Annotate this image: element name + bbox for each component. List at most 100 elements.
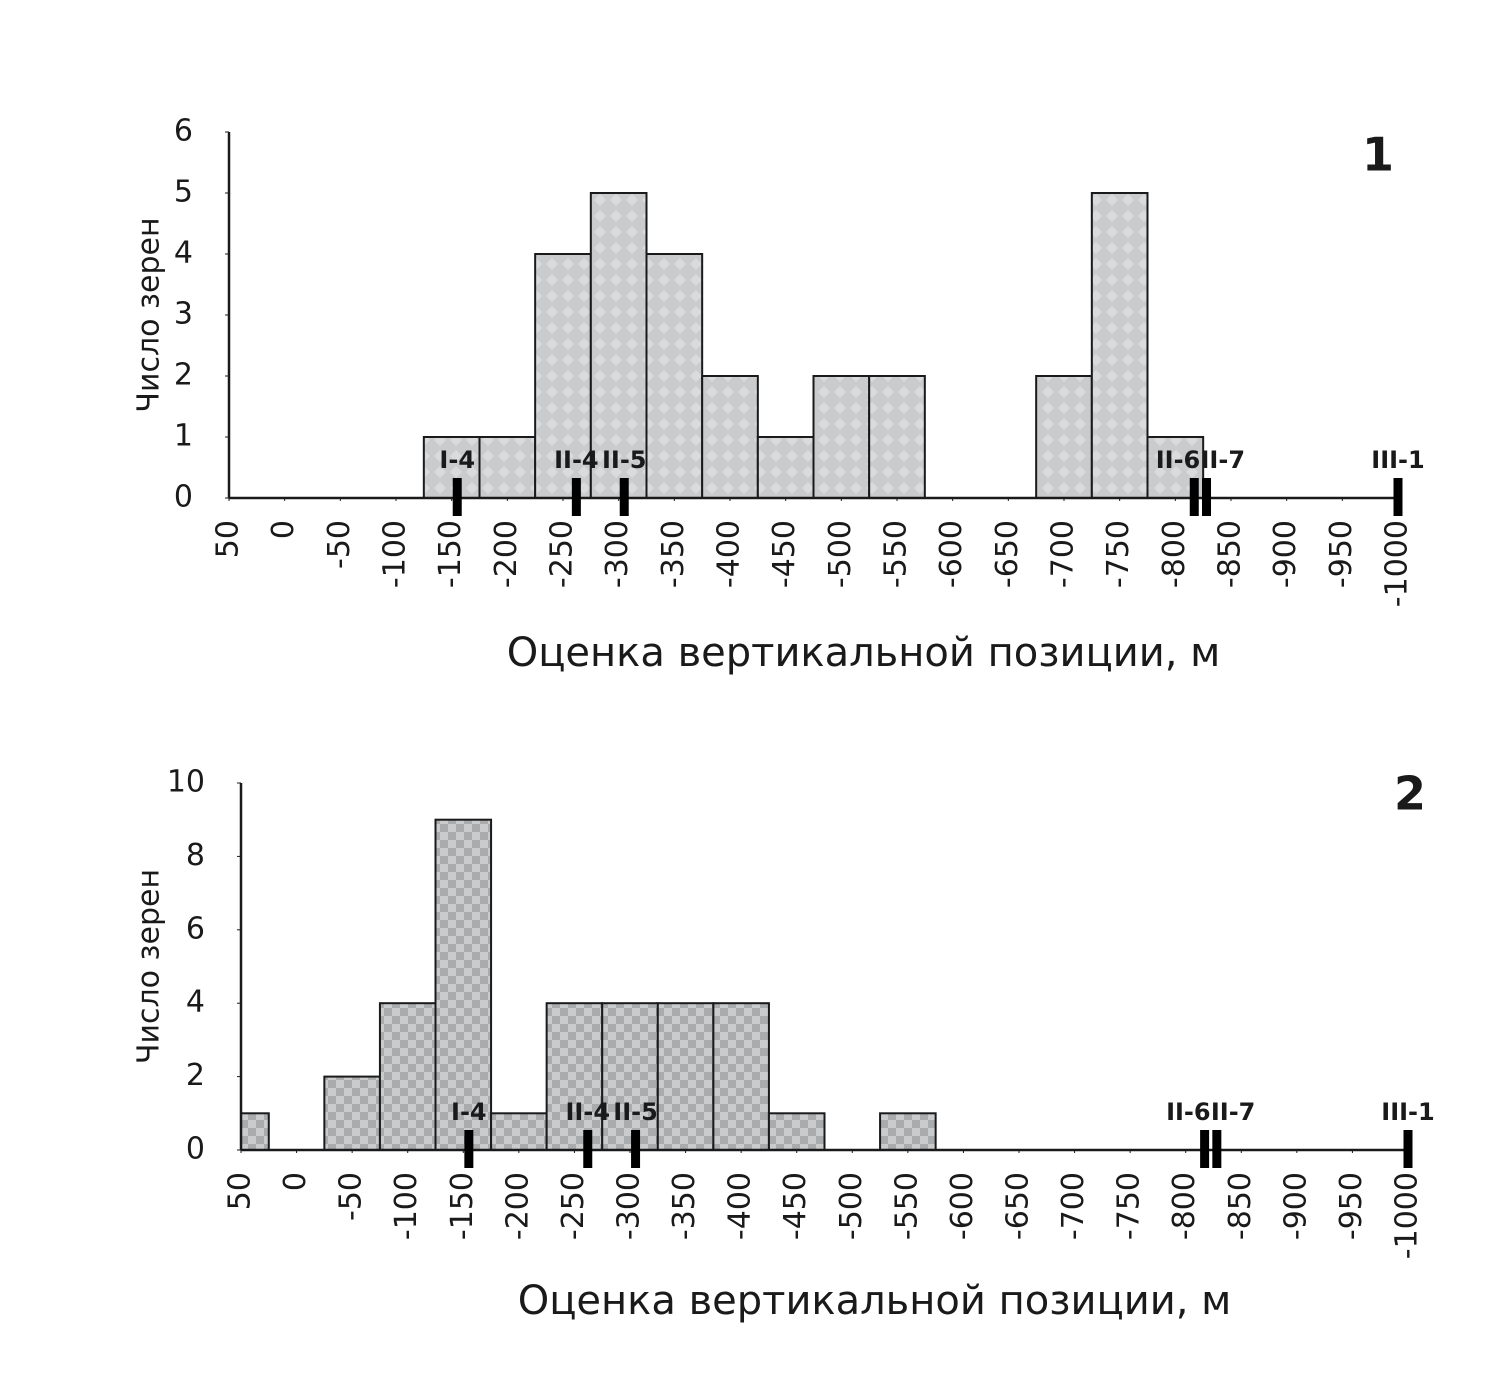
bar bbox=[656, 1002, 715, 1150]
x-tick-label: -450 bbox=[778, 1172, 813, 1240]
bar bbox=[1090, 192, 1149, 498]
marker-label: II-4 bbox=[566, 1098, 611, 1126]
x-tick-label: -600 bbox=[934, 520, 969, 588]
bar bbox=[812, 375, 871, 498]
x-tick-label: -250 bbox=[545, 520, 580, 588]
marker bbox=[571, 478, 581, 516]
panel-label: 1 bbox=[1362, 128, 1394, 182]
marker bbox=[631, 1130, 641, 1168]
y-axis-title: Число зерен bbox=[132, 217, 167, 412]
bar bbox=[378, 1002, 437, 1150]
x-tick-label: -800 bbox=[1157, 520, 1192, 588]
marker-label: I-4 bbox=[451, 1098, 487, 1126]
bar bbox=[589, 192, 648, 498]
x-tick-label: -300 bbox=[600, 520, 635, 588]
x-tick-label: 50 bbox=[223, 1172, 258, 1210]
x-tick-label: -850 bbox=[1213, 520, 1248, 588]
x-tick-label: -200 bbox=[500, 1172, 535, 1240]
bar bbox=[434, 818, 493, 1150]
x-tick-label: 0 bbox=[266, 520, 301, 539]
bar bbox=[534, 253, 592, 498]
y-tick-label: 2 bbox=[186, 1058, 205, 1093]
x-tick-label: -650 bbox=[990, 520, 1025, 588]
x-tick-label: -500 bbox=[823, 520, 858, 588]
x-tick-label: -400 bbox=[712, 520, 747, 588]
marker-label: II-5 bbox=[602, 446, 647, 474]
y-tick-label: 3 bbox=[174, 297, 193, 332]
x-tick-label: -50 bbox=[334, 1172, 369, 1221]
bar bbox=[490, 1112, 548, 1150]
y-tick-label: 1 bbox=[174, 419, 193, 454]
marker-label: II-6 bbox=[1156, 446, 1201, 474]
y-tick-label: 4 bbox=[174, 236, 193, 271]
x-tick-label: -450 bbox=[767, 520, 802, 588]
x-tick-label: -950 bbox=[1324, 520, 1359, 588]
marker bbox=[1212, 1130, 1222, 1168]
y-tick-label: 0 bbox=[174, 480, 193, 515]
marker-label: II-5 bbox=[613, 1098, 658, 1126]
bar bbox=[241, 1112, 270, 1150]
x-tick-label: -900 bbox=[1268, 520, 1303, 588]
x-tick-label: -750 bbox=[1112, 1172, 1147, 1240]
x-tick-label: -250 bbox=[556, 1172, 591, 1240]
x-tick-label: -550 bbox=[889, 1172, 924, 1240]
x-tick-label: -500 bbox=[834, 1172, 869, 1240]
x-tick-label: -300 bbox=[612, 1172, 647, 1240]
x-tick-label: -400 bbox=[723, 1172, 758, 1240]
bar bbox=[545, 1002, 604, 1150]
marker bbox=[1200, 1130, 1210, 1168]
y-tick-label: 10 bbox=[167, 765, 205, 800]
y-tick-label: 2 bbox=[174, 358, 193, 393]
marker-label: III-1 bbox=[1381, 1098, 1434, 1126]
y-tick-label: 6 bbox=[174, 114, 193, 149]
bar bbox=[879, 1112, 937, 1150]
bar bbox=[601, 1002, 659, 1150]
marker-label: II-6 bbox=[1166, 1098, 1211, 1126]
x-tick-label: -200 bbox=[489, 520, 524, 588]
x-tick-label: -150 bbox=[433, 520, 468, 588]
y-tick-label: 4 bbox=[186, 985, 205, 1020]
x-tick-label: -150 bbox=[445, 1172, 480, 1240]
y-axis-title: Число зерен bbox=[132, 869, 167, 1064]
marker-label: II-4 bbox=[554, 446, 599, 474]
y-tick-label: 6 bbox=[186, 911, 205, 946]
bars bbox=[241, 818, 937, 1150]
x-tick-label: -550 bbox=[879, 520, 914, 588]
bar bbox=[767, 1112, 826, 1150]
y-tick-label: 5 bbox=[174, 175, 193, 210]
bar bbox=[478, 436, 537, 498]
marker bbox=[1403, 1130, 1413, 1168]
marker-label: II-7 bbox=[1211, 1098, 1256, 1126]
marker bbox=[1393, 478, 1403, 516]
x-tick-label: -650 bbox=[1001, 1172, 1036, 1240]
bar bbox=[701, 375, 759, 498]
marker-label: I-4 bbox=[439, 446, 475, 474]
bar bbox=[422, 436, 481, 498]
x-tick-label: -750 bbox=[1101, 520, 1136, 588]
x-tick-label: -50 bbox=[322, 520, 357, 569]
bar bbox=[1035, 375, 1093, 498]
bar bbox=[868, 375, 926, 498]
x-tick-label: -100 bbox=[389, 1172, 424, 1240]
marker bbox=[619, 478, 629, 516]
x-tick-label: -900 bbox=[1278, 1172, 1313, 1240]
panel-label: 2 bbox=[1394, 767, 1426, 821]
y-tick-label: 0 bbox=[186, 1132, 205, 1167]
x-tick-label: -350 bbox=[656, 520, 691, 588]
y-tick-label: 8 bbox=[186, 838, 205, 873]
marker-label: II-7 bbox=[1201, 446, 1246, 474]
bar bbox=[645, 253, 704, 498]
x-axis-title: Оценка вертикальной позиции, м bbox=[518, 1278, 1232, 1324]
marker bbox=[1189, 478, 1199, 516]
marker bbox=[464, 1130, 474, 1168]
bar bbox=[756, 436, 815, 498]
x-tick-label: 50 bbox=[211, 520, 246, 558]
x-tick-label: 0 bbox=[278, 1172, 313, 1191]
x-tick-label: -100 bbox=[378, 520, 413, 588]
x-tick-label: -950 bbox=[1334, 1172, 1369, 1240]
x-tick-label: -700 bbox=[1056, 1172, 1091, 1240]
marker bbox=[452, 478, 462, 516]
x-tick-label: -850 bbox=[1223, 1172, 1258, 1240]
bars bbox=[422, 192, 1205, 498]
